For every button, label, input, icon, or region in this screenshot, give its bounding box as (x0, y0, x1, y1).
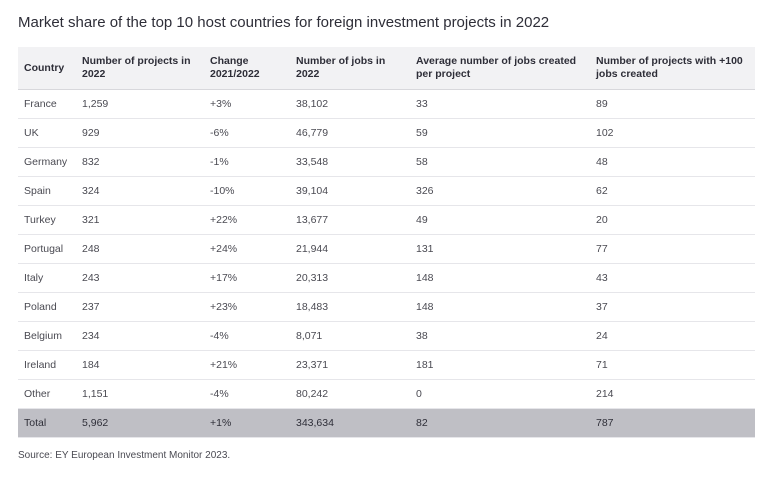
cell-projects: 1,259 (76, 90, 204, 119)
cell-change: +3% (204, 90, 290, 119)
cell-avg: 38 (410, 322, 590, 351)
cell-change: +21% (204, 351, 290, 380)
table-row: France1,259+3%38,1023389 (18, 90, 755, 119)
table-row: UK929-6%46,77959102 (18, 119, 755, 148)
cell-change: +24% (204, 235, 290, 264)
col-header-jobs: Number of jobs in 2022 (290, 47, 410, 90)
cell-avg: 59 (410, 119, 590, 148)
cell-change: -1% (204, 148, 290, 177)
cell-projects: 1,151 (76, 380, 204, 409)
col-header-projects: Number of projects in 2022 (76, 47, 204, 90)
cell-country: Spain (18, 177, 76, 206)
table-row: Ireland184+21%23,37118171 (18, 351, 755, 380)
table-row: Italy243+17%20,31314843 (18, 264, 755, 293)
cell-change: -4% (204, 322, 290, 351)
cell-jobs: 33,548 (290, 148, 410, 177)
cell-plus100: 20 (590, 206, 755, 235)
cell-country: Total (18, 409, 76, 438)
cell-jobs: 38,102 (290, 90, 410, 119)
cell-avg: 131 (410, 235, 590, 264)
cell-avg: 33 (410, 90, 590, 119)
cell-change: +22% (204, 206, 290, 235)
cell-plus100: 37 (590, 293, 755, 322)
cell-country: UK (18, 119, 76, 148)
cell-plus100: 62 (590, 177, 755, 206)
cell-projects: 321 (76, 206, 204, 235)
cell-jobs: 343,634 (290, 409, 410, 438)
source-note: Source: EY European Investment Monitor 2… (18, 450, 755, 461)
table-body: France1,259+3%38,1023389UK929-6%46,77959… (18, 90, 755, 438)
cell-avg: 148 (410, 293, 590, 322)
cell-plus100: 43 (590, 264, 755, 293)
cell-jobs: 20,313 (290, 264, 410, 293)
cell-country: Portugal (18, 235, 76, 264)
cell-change: -10% (204, 177, 290, 206)
cell-projects: 243 (76, 264, 204, 293)
table-row: Belgium234-4%8,0713824 (18, 322, 755, 351)
cell-plus100: 89 (590, 90, 755, 119)
cell-plus100: 48 (590, 148, 755, 177)
cell-projects: 5,962 (76, 409, 204, 438)
cell-country: Italy (18, 264, 76, 293)
table-row: Other1,151-4%80,2420214 (18, 380, 755, 409)
cell-avg: 326 (410, 177, 590, 206)
cell-country: France (18, 90, 76, 119)
cell-avg: 181 (410, 351, 590, 380)
cell-country: Turkey (18, 206, 76, 235)
table-total-row: Total5,962+1%343,63482787 (18, 409, 755, 438)
cell-avg: 49 (410, 206, 590, 235)
cell-projects: 234 (76, 322, 204, 351)
table-row: Poland237+23%18,48314837 (18, 293, 755, 322)
cell-change: +17% (204, 264, 290, 293)
cell-projects: 324 (76, 177, 204, 206)
col-header-change: Change 2021/2022 (204, 47, 290, 90)
cell-jobs: 23,371 (290, 351, 410, 380)
cell-jobs: 13,677 (290, 206, 410, 235)
cell-projects: 929 (76, 119, 204, 148)
cell-jobs: 21,944 (290, 235, 410, 264)
cell-country: Belgium (18, 322, 76, 351)
cell-country: Ireland (18, 351, 76, 380)
cell-jobs: 39,104 (290, 177, 410, 206)
cell-plus100: 71 (590, 351, 755, 380)
cell-projects: 832 (76, 148, 204, 177)
cell-country: Germany (18, 148, 76, 177)
cell-jobs: 18,483 (290, 293, 410, 322)
cell-avg: 58 (410, 148, 590, 177)
cell-jobs: 8,071 (290, 322, 410, 351)
cell-avg: 0 (410, 380, 590, 409)
table-row: Spain324-10%39,10432662 (18, 177, 755, 206)
cell-jobs: 46,779 (290, 119, 410, 148)
market-share-table: Country Number of projects in 2022 Chang… (18, 47, 755, 438)
cell-change: -4% (204, 380, 290, 409)
col-header-plus100: Number of projects with +100 jobs create… (590, 47, 755, 90)
col-header-avg: Average number of jobs created per proje… (410, 47, 590, 90)
cell-plus100: 24 (590, 322, 755, 351)
cell-change: +23% (204, 293, 290, 322)
table-header-row: Country Number of projects in 2022 Chang… (18, 47, 755, 90)
cell-avg: 82 (410, 409, 590, 438)
page-title: Market share of the top 10 host countrie… (18, 14, 755, 31)
cell-plus100: 77 (590, 235, 755, 264)
cell-change: -6% (204, 119, 290, 148)
cell-country: Other (18, 380, 76, 409)
cell-jobs: 80,242 (290, 380, 410, 409)
cell-plus100: 787 (590, 409, 755, 438)
cell-change: +1% (204, 409, 290, 438)
cell-plus100: 214 (590, 380, 755, 409)
table-row: Germany832-1%33,5485848 (18, 148, 755, 177)
cell-avg: 148 (410, 264, 590, 293)
table-row: Turkey321+22%13,6774920 (18, 206, 755, 235)
col-header-country: Country (18, 47, 76, 90)
cell-projects: 248 (76, 235, 204, 264)
cell-country: Poland (18, 293, 76, 322)
table-row: Portugal248+24%21,94413177 (18, 235, 755, 264)
cell-projects: 184 (76, 351, 204, 380)
cell-plus100: 102 (590, 119, 755, 148)
cell-projects: 237 (76, 293, 204, 322)
